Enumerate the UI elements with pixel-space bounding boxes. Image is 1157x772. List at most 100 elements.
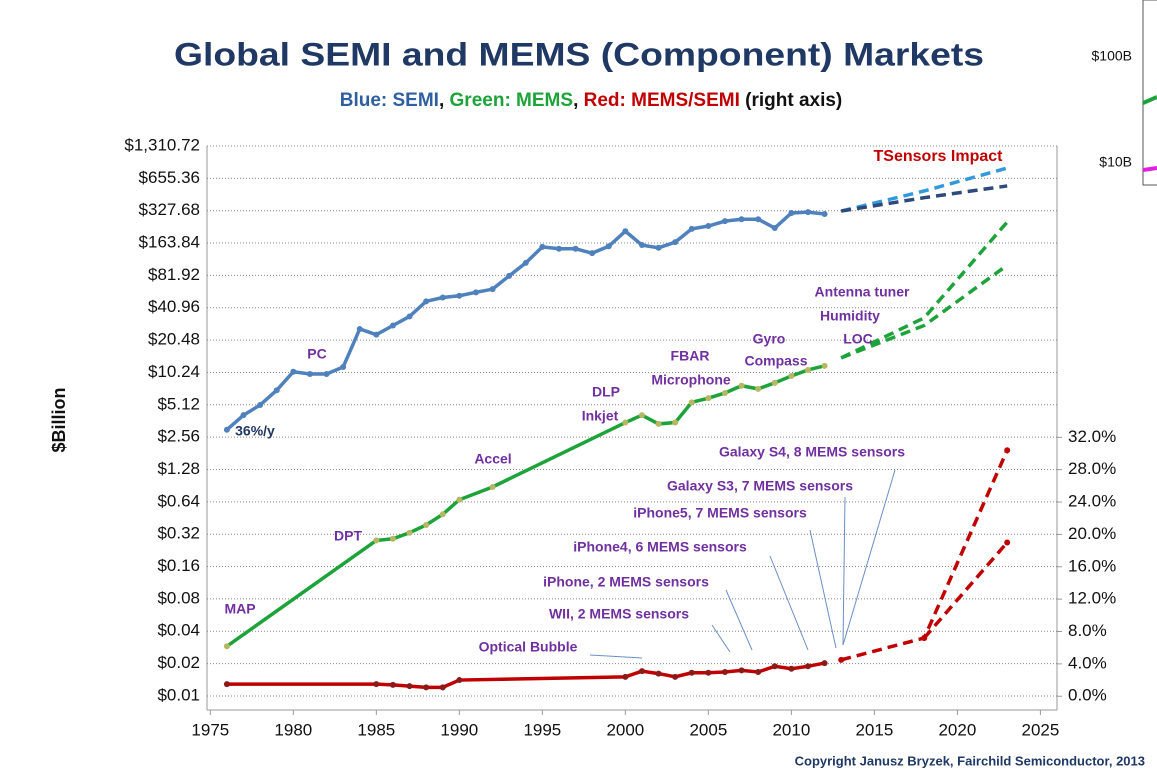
annotation: Compass	[744, 353, 807, 369]
data-point	[406, 313, 413, 320]
data-point	[506, 272, 513, 279]
data-point	[622, 419, 629, 426]
series-line	[226, 661, 825, 690]
data-point	[456, 677, 463, 684]
data-point	[257, 401, 264, 408]
data-point	[804, 663, 811, 670]
data-point	[439, 684, 446, 691]
y-tick-label: $0.01	[157, 685, 200, 704]
data-point	[622, 228, 629, 235]
x-tick-label: 2015	[855, 720, 893, 739]
data-point	[306, 371, 313, 378]
data-point	[1004, 447, 1011, 454]
x-tick-label: 1990	[440, 720, 478, 739]
subtitle-part: Red: MEMS/SEMI	[584, 90, 740, 111]
data-point	[323, 371, 330, 378]
y-tick-label: $0.32	[157, 524, 200, 543]
inset-line	[1142, 95, 1157, 105]
subtitle-part: Green: MEMS	[450, 90, 574, 111]
y2-tick-label: 12.0%	[1068, 589, 1116, 608]
data-point	[423, 521, 430, 528]
annotation: LOC	[843, 331, 873, 347]
data-point	[340, 364, 347, 371]
x-tick-label: 1995	[523, 720, 561, 739]
annotation: Inkjet	[582, 408, 619, 424]
x-tick-label: 2020	[938, 720, 976, 739]
y-tick-label: $81.92	[148, 265, 200, 284]
data-point	[838, 656, 845, 663]
chart-subtitle: Blue: SEMI, Green: MEMS, Red: MEMS/SEMI …	[340, 90, 843, 111]
inset-label: $10B	[1099, 154, 1132, 170]
annotation: Humidity	[820, 308, 880, 324]
y2-tick-label: 4.0%	[1068, 653, 1107, 672]
data-point	[738, 382, 745, 389]
data-point	[788, 209, 795, 216]
data-point	[738, 667, 745, 674]
x-tick-label: 1975	[191, 720, 229, 739]
data-point	[439, 294, 446, 301]
x-tick-label: 1980	[274, 720, 312, 739]
data-point	[273, 387, 280, 394]
data-point	[456, 292, 463, 299]
data-point	[539, 243, 546, 250]
data-point	[423, 684, 430, 691]
data-point	[555, 245, 562, 252]
inset-line	[1142, 166, 1157, 172]
data-point	[423, 298, 430, 305]
data-point	[672, 239, 679, 246]
data-point	[821, 362, 828, 369]
data-point	[721, 389, 728, 396]
series-line	[225, 210, 825, 432]
data-point	[721, 668, 728, 675]
data-point	[755, 216, 762, 223]
y-tick-label: $1,310.72	[124, 135, 200, 154]
data-point	[705, 223, 712, 230]
y-tick-label: $0.02	[157, 653, 200, 672]
data-point	[655, 670, 662, 677]
series-line	[922, 541, 1009, 640]
annotation: Antenna tuner	[815, 284, 910, 300]
data-point	[373, 537, 380, 544]
data-point	[655, 420, 662, 427]
data-point	[522, 259, 529, 266]
data-point	[373, 681, 380, 688]
data-point	[921, 634, 928, 641]
data-point	[688, 669, 695, 676]
y-tick-label: $1.28	[157, 459, 200, 478]
y-tick-label: $10.24	[148, 362, 200, 381]
series-line	[840, 184, 1008, 213]
data-point	[788, 372, 795, 379]
annotation: iPhone, 2 MEMS sensors	[543, 574, 709, 590]
y-tick-label: $2.56	[157, 427, 200, 446]
series-line	[840, 449, 1009, 662]
series-line	[840, 220, 1009, 360]
x-tick-label: 2025	[1021, 720, 1059, 739]
data-point	[821, 660, 828, 667]
copyright: Copyright Janusz Bryzek, Fairchild Semic…	[795, 753, 1145, 768]
annotation: Microphone	[651, 372, 731, 388]
data-point	[589, 250, 596, 257]
annotation: WII, 2 MEMS sensors	[549, 606, 689, 622]
data-point	[738, 216, 745, 223]
data-point	[439, 511, 446, 518]
data-point	[290, 368, 297, 375]
chart-title: Global SEMI and MEMS (Component) Markets	[174, 36, 984, 72]
annotation: TSensors Impact	[874, 148, 1004, 165]
y2-tick-label: 24.0%	[1068, 492, 1116, 511]
y-tick-label: $0.64	[157, 491, 200, 510]
y2-tick-label: 20.0%	[1068, 524, 1116, 543]
y-tick-label: $655.36	[139, 168, 200, 187]
leader-line	[842, 469, 896, 646]
data-point	[223, 426, 230, 433]
x-tick-label: 2000	[606, 720, 644, 739]
y2-tick-label: 28.0%	[1068, 459, 1116, 478]
data-point	[240, 412, 247, 419]
annotation: iPhone4, 6 MEMS sensors	[573, 539, 747, 555]
data-point	[223, 643, 230, 650]
data-point	[472, 289, 479, 296]
y2-tick-label: 0.0%	[1068, 686, 1107, 705]
annotation: MAP	[224, 601, 255, 617]
x-tick-label: 2010	[772, 720, 810, 739]
data-point	[1004, 539, 1011, 546]
data-point	[389, 681, 396, 688]
